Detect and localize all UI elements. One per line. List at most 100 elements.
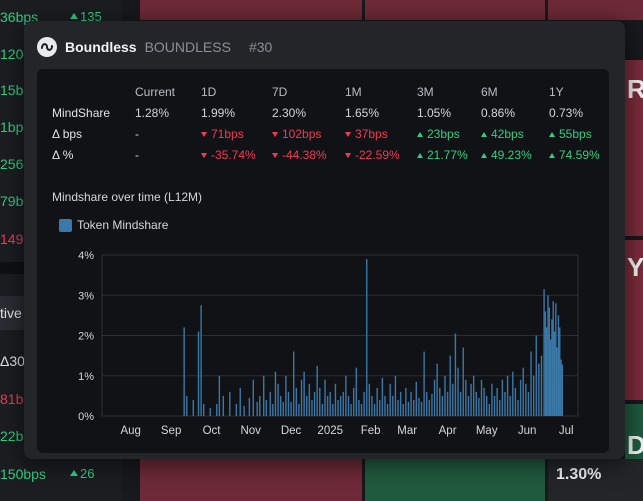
mindshare-bar-chart[interactable]: 0% 1% 2% 3% 4% Aug Sep Oct Nov Dec 2025 Feb Mar Apr Ma… [37, 244, 609, 453]
token-name: Boundless [65, 39, 137, 55]
x-tick-label: Apr [439, 425, 457, 437]
table-cell: 21.77% [417, 144, 481, 165]
chart-bar [454, 333, 457, 416]
chart-bar [527, 391, 530, 416]
table-cell: 37bps [345, 123, 417, 144]
arrow-down-icon [201, 131, 207, 137]
stats-panel: Current 1D 7D 1M 3M 6M 1Y MindShare 1.28% 1.99% 2… [37, 69, 609, 453]
chart-bar [269, 391, 271, 416]
chart-bar [373, 403, 376, 416]
table-body: MindShare 1.28% 1.99% 2.30% 1.65% 1.05% 0.86% 0… [52, 102, 609, 165]
chart-bar [334, 383, 337, 416]
modal-header: Boundless BOUNDLESS #30 [37, 37, 272, 57]
chart-bar [222, 395, 224, 416]
chart-bar [428, 399, 431, 416]
chart-bar [256, 401, 258, 416]
chart-bar [514, 387, 517, 416]
chart-bar [285, 375, 287, 416]
row-label: Δ % [52, 147, 74, 162]
x-tick-label: Nov [240, 425, 261, 437]
chart-bar [444, 375, 446, 416]
chart-bar [556, 347, 558, 416]
chart-bar [379, 399, 381, 416]
background-tile[interactable] [625, 240, 643, 400]
chart-bar [366, 259, 368, 416]
chart-bar [263, 375, 265, 416]
column-header: 6M [481, 84, 498, 99]
column-header: 1Y [549, 84, 564, 99]
background-row-value: 150bps [0, 466, 46, 482]
chart-bar [218, 375, 221, 416]
chart-bar [347, 395, 350, 416]
background-tile[interactable] [140, 0, 362, 20]
arrow-up-icon [481, 131, 487, 137]
background-tile[interactable] [548, 0, 643, 20]
y-tick-label: 1% [78, 371, 94, 383]
chart-bar [439, 387, 441, 416]
chart-bar [486, 395, 488, 416]
table-row: Δ bps - 71bps 102bps 37bps 23bps 42bps 55bps [52, 123, 609, 144]
background-tile[interactable] [140, 459, 362, 501]
background-row-change-group: 135 [70, 6, 102, 28]
background-row-value: 149 [0, 231, 24, 247]
chart-bar [405, 387, 407, 416]
chart-bar [519, 379, 522, 416]
chart-bar [475, 391, 477, 416]
chart-bar [298, 403, 300, 416]
chart-bar [303, 371, 305, 416]
chart-bar [410, 391, 412, 416]
chart-bar [265, 399, 268, 416]
chart-bar [522, 367, 524, 416]
chart-bar [544, 311, 547, 416]
chart-bar [557, 315, 560, 416]
chart-bar [478, 397, 480, 416]
chart-bar [426, 391, 428, 416]
column-header: Current [135, 84, 176, 99]
chart-bar [560, 359, 562, 416]
arrow-up-icon [549, 131, 555, 137]
chart-bar [436, 363, 438, 416]
chart-bar [290, 401, 292, 416]
table-cell: 1.28% [135, 105, 170, 120]
arrow-up-icon [70, 470, 78, 476]
chart-bar [452, 383, 454, 416]
chart-bar [350, 403, 352, 416]
chart-bar [394, 375, 397, 416]
chart-bar [465, 379, 467, 416]
chart-bar [549, 339, 552, 416]
table-cell: 0.73% [549, 105, 584, 120]
chart-bar [517, 399, 519, 416]
column-header: 1M [345, 84, 362, 99]
chart-bar [287, 391, 290, 416]
chart-bar [203, 403, 205, 416]
table-cell: -35.74% [201, 144, 272, 165]
background-tile[interactable] [365, 459, 545, 501]
chart-bar [532, 375, 535, 416]
row-label: MindShare [52, 105, 111, 120]
chart-bar [493, 395, 496, 416]
chart-legend[interactable]: Token Mindshare [59, 218, 168, 232]
chart-bar [308, 383, 311, 416]
token-logo-icon [37, 37, 57, 57]
table-cell: 1.05% [417, 105, 452, 120]
chart-bar [248, 397, 251, 416]
chart-bar [467, 395, 470, 416]
arrow-up-icon [417, 152, 423, 158]
table-cell: 1.65% [345, 105, 380, 120]
x-tick-label: Mar [397, 425, 417, 437]
chart-bar [192, 399, 194, 416]
chart-bar [313, 391, 316, 416]
arrow-down-icon [272, 152, 278, 158]
chart-bar [355, 367, 358, 416]
column-header [52, 81, 135, 102]
chart-bar [402, 403, 404, 416]
x-tick-label: Aug [120, 425, 140, 437]
background-tile[interactable] [365, 0, 545, 20]
x-tick-label: Oct [203, 425, 222, 437]
chart-bar [311, 399, 313, 416]
chart-bar [186, 395, 188, 416]
background-tile[interactable] [625, 60, 643, 236]
arrow-up-icon [417, 131, 423, 137]
background-tile[interactable] [548, 459, 643, 501]
chart-bar [259, 395, 261, 416]
